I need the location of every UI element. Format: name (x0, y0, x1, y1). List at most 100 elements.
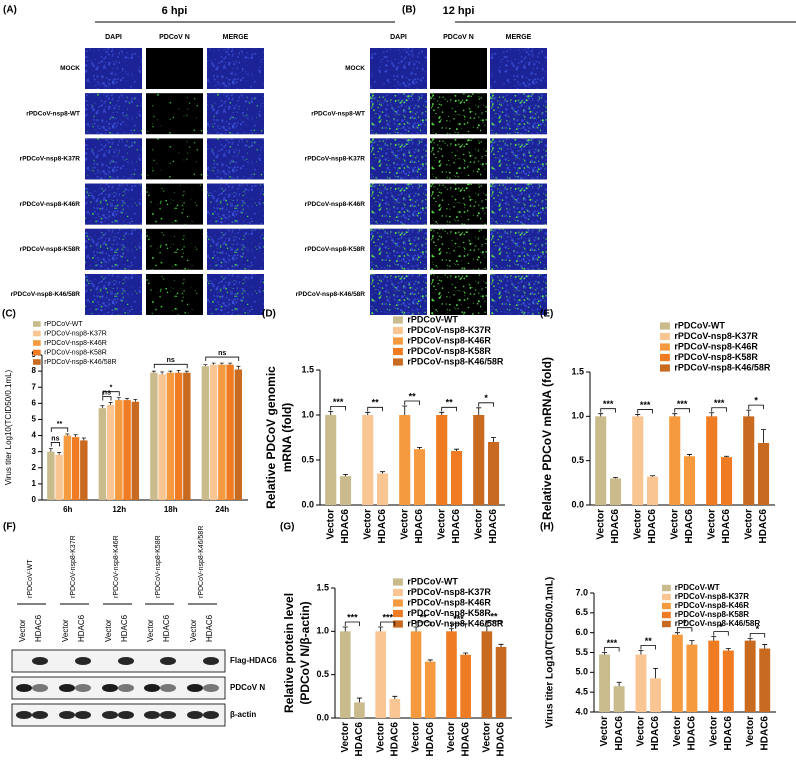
significance-label: *** (714, 398, 725, 408)
micrograph-green (370, 93, 427, 135)
blot-band (16, 711, 32, 719)
bar (613, 686, 625, 712)
legend-label: rPDCoV-WT (407, 314, 458, 324)
x-tick-label: Vector (672, 716, 683, 747)
treatment-label: Vector (189, 619, 198, 642)
x-tick-label: HDAC6 (377, 509, 388, 544)
error-bar (125, 398, 130, 401)
y-tick-label: 1.0 (571, 411, 584, 421)
bar (495, 646, 507, 718)
significance-bracket (205, 356, 240, 362)
x-tick-label: Vector (632, 509, 643, 540)
significance-bracket (344, 621, 360, 626)
blot-band (32, 684, 48, 692)
y-tick-label: 4 (32, 431, 37, 440)
y-tick-label: 0.0 (571, 499, 584, 509)
legend-label: rPDCoV-WT (674, 320, 725, 330)
bar (473, 415, 485, 505)
bar (218, 364, 226, 500)
treatment-label: HDAC6 (162, 614, 171, 642)
bar (460, 654, 471, 718)
x-tick-label: Vector (669, 509, 680, 540)
y-axis-label: Relative protein level (282, 593, 296, 713)
bar (123, 400, 131, 500)
y-tick-label: 1 (32, 479, 37, 488)
legend-swatch (393, 620, 403, 628)
significance-bracket (600, 408, 616, 413)
bar (47, 451, 55, 500)
error-bar (672, 413, 678, 417)
row-label: rPDCoV-nsp8-K46R (305, 201, 366, 208)
treatment-label: Vector (146, 619, 155, 642)
significance-label: ** (490, 612, 498, 622)
micrograph-dapi (85, 48, 142, 89)
bar (106, 404, 115, 500)
significance-label: * (719, 622, 723, 632)
legend-label: rPDCoV-nsp8-K46R (407, 597, 491, 607)
significance-label: * (756, 624, 760, 634)
legend-label: rPDCoV-nsp8-K58R (675, 610, 749, 619)
band-label: β-actin (230, 710, 256, 719)
bar (325, 415, 337, 505)
y-axis-label: Virus titer Log10(TCID50/0.1mL) (4, 369, 13, 485)
row-label: rPDCoV-nsp8-WT (26, 110, 80, 117)
legend-swatch (662, 602, 671, 610)
legend-label: rPDCoV-nsp8-K46R (674, 341, 758, 351)
significance-label: ** (57, 421, 63, 428)
x-tick-label: Vector (636, 716, 647, 747)
column-header: DAPI (390, 34, 407, 41)
y-tick-label: 4.0 (575, 706, 588, 716)
micrograph-dapi (490, 48, 547, 89)
error-bar (73, 434, 78, 438)
bar (743, 416, 755, 505)
significance-label: ** (409, 391, 417, 401)
legend-swatch (393, 578, 403, 586)
bar (63, 435, 72, 500)
significance-bracket (102, 391, 120, 396)
bar (209, 364, 218, 500)
error-bar (427, 659, 433, 662)
row-label: rPDCoV-nsp8-K37R (305, 156, 366, 163)
error-bar (602, 652, 608, 655)
panel-label: (B) (402, 5, 416, 16)
bar (446, 631, 457, 718)
x-tick-label: HDAC6 (340, 509, 351, 544)
x-tick-label: HDAC6 (647, 509, 658, 544)
x-tick-label: HDAC6 (425, 722, 436, 757)
column-header: DAPI (105, 34, 122, 41)
bar (389, 698, 401, 718)
bar (55, 454, 63, 500)
bar (71, 437, 80, 500)
legend-label: rPDCoV-nsp8-K46/58R (674, 362, 771, 372)
error-bar (439, 411, 445, 415)
y-tick-label: 4.5 (575, 687, 588, 697)
x-tick-label: HDAC6 (687, 716, 698, 751)
row-label: MOCK (345, 65, 365, 72)
x-tick-label: Vector (473, 509, 484, 540)
legend-label: rPDCoV-nsp8-K58R (407, 346, 491, 356)
error-bar (674, 632, 680, 635)
bar (98, 408, 107, 500)
significance-bracket (50, 427, 69, 432)
bar (131, 401, 140, 500)
error-bar (687, 454, 693, 457)
bar (339, 476, 352, 505)
significance-bracket (486, 620, 502, 626)
x-tick-label: HDAC6 (614, 716, 625, 751)
row-label: rPDCoV-nsp8-K46/58R (296, 291, 366, 298)
error-bar (392, 695, 398, 699)
significance-bracket (415, 621, 431, 626)
error-bar (133, 398, 138, 402)
micrograph-green (490, 274, 547, 315)
micrograph-green (490, 183, 547, 225)
error-bar (413, 626, 419, 632)
x-tick-label: HDAC6 (723, 716, 734, 751)
micrograph-green (85, 138, 142, 180)
micrograph-green (146, 228, 203, 270)
x-tick-label: HDAC6 (610, 509, 621, 544)
error-bar (378, 626, 384, 632)
micrograph-dapi (370, 48, 427, 89)
bar (595, 416, 607, 505)
